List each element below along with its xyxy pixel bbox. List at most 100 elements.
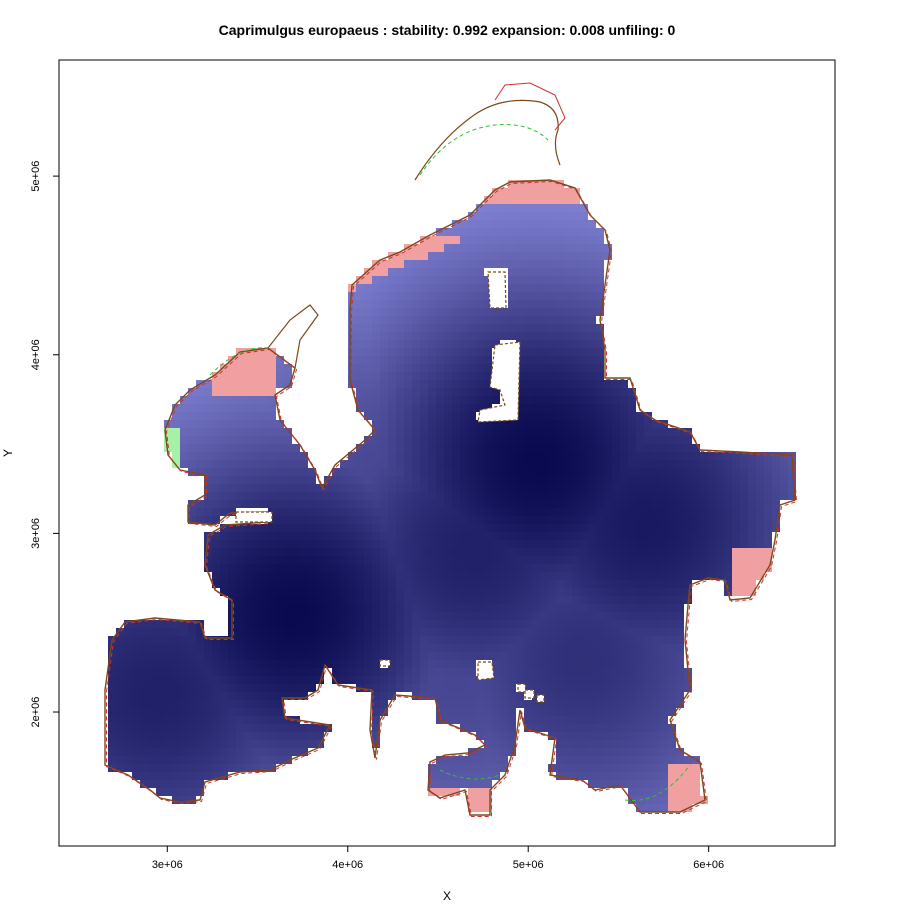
raster-cell <box>564 644 572 652</box>
raster-cell <box>476 316 484 324</box>
raster-cell <box>628 500 636 508</box>
raster-cell <box>596 716 604 724</box>
raster-cell <box>484 332 492 340</box>
raster-cell <box>436 484 444 492</box>
raster-cell <box>284 540 292 548</box>
raster-cell <box>556 508 564 516</box>
raster-cell <box>388 324 396 332</box>
raster-cell <box>132 732 140 740</box>
raster-cell <box>324 644 332 652</box>
raster-cell <box>388 372 396 380</box>
raster-cell <box>556 604 564 612</box>
north-future-outline <box>494 82 566 131</box>
raster-cell <box>460 756 468 764</box>
raster-cell <box>444 620 452 628</box>
raster-cell <box>412 484 420 492</box>
raster-cell <box>172 436 180 444</box>
raster-cell <box>556 548 564 556</box>
raster-cell <box>284 692 292 700</box>
raster-cell <box>412 364 420 372</box>
raster-cell <box>348 524 356 532</box>
raster-cell <box>188 660 196 668</box>
raster-cell <box>636 772 644 780</box>
raster-cell <box>556 644 564 652</box>
raster-cell <box>460 252 468 260</box>
raster-cell <box>580 700 588 708</box>
raster-cell <box>236 708 244 716</box>
raster-cell <box>452 484 460 492</box>
raster-cell <box>612 628 620 636</box>
raster-cell <box>516 596 524 604</box>
raster-cell <box>404 652 412 660</box>
raster-cell <box>500 572 508 580</box>
raster-cell <box>756 564 764 572</box>
raster-cell <box>428 276 436 284</box>
raster-cell <box>420 252 428 260</box>
raster-cell <box>492 244 500 252</box>
raster-cell <box>460 332 468 340</box>
raster-cell <box>780 492 788 500</box>
raster-cell <box>556 596 564 604</box>
raster-cell <box>452 428 460 436</box>
raster-cell <box>572 636 580 644</box>
raster-cell <box>612 460 620 468</box>
raster-cell <box>228 716 236 724</box>
raster-cell <box>388 492 396 500</box>
raster-cell <box>452 412 460 420</box>
raster-cell <box>244 676 252 684</box>
raster-cell <box>476 796 484 804</box>
raster-cell <box>604 716 612 724</box>
raster-cell <box>620 724 628 732</box>
raster-cell <box>436 300 444 308</box>
raster-cell <box>532 436 540 444</box>
raster-cell <box>556 516 564 524</box>
raster-cell <box>604 580 612 588</box>
raster-cell <box>652 428 660 436</box>
raster-cell <box>476 708 484 716</box>
raster-cell <box>212 676 220 684</box>
raster-cell <box>588 708 596 716</box>
raster-cell <box>308 620 316 628</box>
raster-cell <box>452 292 460 300</box>
raster-cell <box>604 524 612 532</box>
raster-cell <box>628 652 636 660</box>
raster-cell <box>652 516 660 524</box>
raster-cell <box>716 452 724 460</box>
raster-cell <box>556 428 564 436</box>
raster-cell <box>220 380 228 388</box>
raster-cell <box>492 692 500 700</box>
raster-cell <box>572 716 580 724</box>
raster-cell <box>196 724 204 732</box>
raster-cell <box>164 740 172 748</box>
raster-cell <box>500 684 508 692</box>
raster-cell <box>612 604 620 612</box>
raster-cell <box>668 756 676 764</box>
raster-cell <box>548 284 556 292</box>
raster-cell <box>588 484 596 492</box>
raster-cell <box>764 508 772 516</box>
raster-cell <box>180 668 188 676</box>
raster-cell <box>620 532 628 540</box>
raster-cell <box>548 228 556 236</box>
raster-cell <box>660 604 668 612</box>
raster-cell <box>484 244 492 252</box>
raster-cell <box>204 644 212 652</box>
raster-cell <box>212 692 220 700</box>
raster-cell <box>492 564 500 572</box>
raster-cell <box>612 620 620 628</box>
raster-cell <box>436 660 444 668</box>
raster-cell <box>348 452 356 460</box>
raster-cell <box>564 428 572 436</box>
raster-cell <box>204 668 212 676</box>
raster-cell <box>364 372 372 380</box>
raster-cell <box>268 676 276 684</box>
raster-cell <box>444 292 452 300</box>
raster-cell <box>516 420 524 428</box>
raster-cell <box>372 516 380 524</box>
raster-cell <box>580 716 588 724</box>
raster-cell <box>252 412 260 420</box>
raster-cell <box>484 676 492 684</box>
raster-cell <box>548 700 556 708</box>
raster-cell <box>460 692 468 700</box>
raster-cell <box>548 260 556 268</box>
